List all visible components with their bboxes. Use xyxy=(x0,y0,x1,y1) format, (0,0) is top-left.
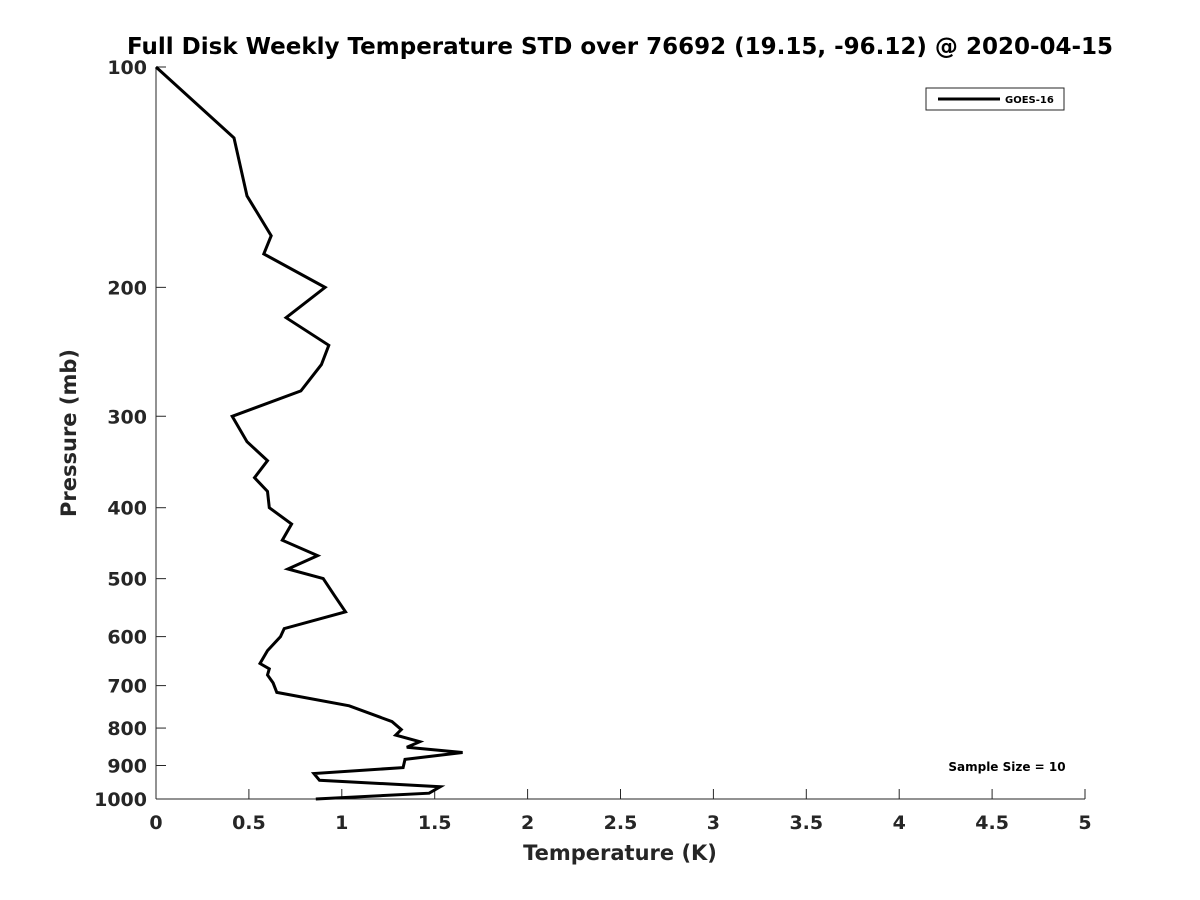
y-tick-label: 800 xyxy=(107,718,147,740)
x-tick-label: 4.5 xyxy=(975,812,1009,834)
sample-size-annotation: Sample Size = 10 xyxy=(948,760,1065,774)
y-tick-label: 700 xyxy=(107,676,147,698)
legend-label: GOES-16 xyxy=(1005,95,1054,106)
y-axis-label: Pressure (mb) xyxy=(57,349,81,517)
y-tick-label: 1000 xyxy=(94,789,147,811)
x-tick-label: 3 xyxy=(707,812,720,834)
y-tick-label: 500 xyxy=(107,569,147,591)
chart-title: Full Disk Weekly Temperature STD over 76… xyxy=(127,34,1113,60)
plot-area xyxy=(155,67,1085,800)
x-tick-label: 1 xyxy=(335,812,348,834)
x-tick-label: 0 xyxy=(149,812,162,834)
series-layer xyxy=(154,65,463,801)
x-tick-label: 3.5 xyxy=(789,812,823,834)
y-tick-label: 300 xyxy=(107,406,147,428)
y-tick-label: 200 xyxy=(107,277,147,299)
x-tick-label: 4 xyxy=(893,812,906,834)
x-tick-label: 0.5 xyxy=(232,812,266,834)
x-axis: 0 0.5 1 1.5 2 2.5 3 3.5 4 4.5 5 xyxy=(149,789,1092,834)
x-tick-label: 2 xyxy=(521,812,534,834)
y-tick-label: 400 xyxy=(107,498,147,520)
y-tick-label: 600 xyxy=(107,627,147,649)
y-tick-label: 100 xyxy=(107,57,147,79)
y-tick-label: 900 xyxy=(107,756,147,778)
x-axis-label: Temperature (K) xyxy=(523,841,717,865)
x-tick-label: 5 xyxy=(1078,812,1091,834)
legend: GOES-16 xyxy=(925,87,1065,111)
x-tick-label: 2.5 xyxy=(604,812,638,834)
series-line-goes-16 xyxy=(154,65,463,801)
x-tick-label: 1.5 xyxy=(418,812,452,834)
y-axis: 100 200 300 400 500 600 700 800 900 1000 xyxy=(94,57,166,811)
